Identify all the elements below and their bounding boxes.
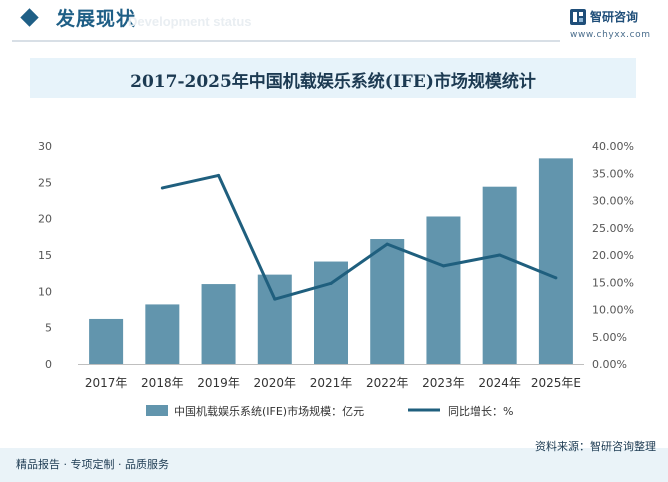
y-right-tick-label: 15.00%: [592, 276, 634, 289]
growth-point-8: [498, 253, 502, 257]
legend-bar-label: 中国机载娱乐系统(IFE)市场规模：亿元: [174, 404, 364, 418]
ghost-subtitle: Development status: [128, 14, 252, 29]
x-tick-label: 2025年E: [531, 376, 581, 390]
bar-3: [201, 284, 236, 364]
x-tick-label: 2017年: [85, 376, 128, 390]
x-tick-label: 2021年: [310, 376, 353, 390]
y-right-tick-label: 25.00%: [592, 222, 634, 235]
footer: 资料来源：智研咨询整理 精品报告 · 专项定制 · 品质服务: [0, 440, 668, 482]
y-right-tick-label: 35.00%: [592, 167, 634, 180]
y-left-tick-label: 5: [45, 322, 52, 335]
growth-point-9: [554, 276, 558, 280]
bar-7: [426, 216, 461, 364]
growth-point-7: [441, 264, 445, 268]
y-right-tick-label: 30.00%: [592, 195, 634, 208]
brand-url: www.chyxx.com: [570, 30, 651, 40]
x-tick-label: 2019年: [197, 376, 240, 390]
bar-8: [482, 186, 517, 364]
bar-4: [257, 274, 292, 364]
growth-point-2: [160, 186, 164, 190]
growth-point-6: [385, 242, 389, 246]
y-right-tick-label: 20.00%: [592, 249, 634, 262]
chart: 0 5 10 15 20 25 30 0.00% 5.00% 10.00% 15.00% 20.00%…: [38, 140, 634, 418]
legend-line-label: 同比增长：%: [448, 404, 513, 418]
x-tick-label: 2022年: [366, 376, 409, 390]
header: 发展现状 Development status 智研咨询 www.chyxx.c…: [0, 0, 668, 48]
chart-title: 2017-2025年中国机载娱乐系统(IFE)市场规模统计: [130, 72, 536, 92]
bar-6: [370, 239, 405, 364]
chart-title-bar: 2017-2025年中国机载娱乐系统(IFE)市场规模统计: [30, 58, 636, 98]
brand: 智研咨询 www.chyxx.com: [570, 8, 666, 48]
bar-2: [145, 304, 180, 364]
y-left-tick-label: 0: [45, 358, 52, 371]
header-divider: [12, 40, 560, 42]
y-right-tick-label: 5.00%: [592, 331, 627, 344]
growth-point-3: [217, 173, 221, 177]
y-left-tick-label: 15: [38, 249, 52, 262]
chyxx-logo-icon: [570, 9, 586, 25]
y-left-tick-label: 30: [38, 140, 52, 153]
y-left-tick-label: 20: [38, 213, 52, 226]
brand-name: 智研咨询: [590, 10, 639, 24]
growth-point-4: [273, 297, 277, 301]
y-right-tick-label: 10.00%: [592, 304, 634, 317]
section-title: 发展现状: [56, 8, 137, 30]
bar-9: [538, 158, 573, 364]
y-right-tick-label: 0.00%: [592, 358, 627, 371]
x-tick-label: 2018年: [141, 376, 184, 390]
x-tick-label: 2023年: [422, 376, 465, 390]
y-left-tick-label: 10: [38, 285, 52, 298]
y-right-tick-label: 40.00%: [592, 140, 634, 153]
footer-tagline: 精品报告 · 专项定制 · 品质服务: [16, 458, 169, 471]
bar-1: [89, 318, 124, 364]
legend-bar-swatch: [146, 405, 168, 416]
source-note: 资料来源：智研咨询整理: [535, 440, 656, 453]
bar-5: [314, 261, 348, 364]
growth-line: [162, 173, 557, 301]
growth-point-5: [329, 281, 333, 285]
x-tick-label: 2020年: [254, 376, 297, 390]
x-tick-label: 2024年: [478, 376, 521, 390]
y-left-tick-label: 25: [38, 176, 52, 189]
